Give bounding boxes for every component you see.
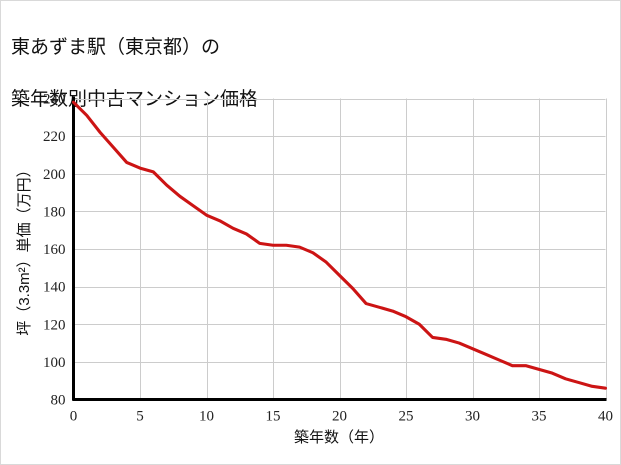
x-tick-label: 10 <box>199 409 214 425</box>
y-tick-label: 240 <box>43 92 66 108</box>
x-axis-title: 築年数（年） <box>294 428 384 446</box>
x-tick-label: 35 <box>532 409 547 425</box>
y-tick-label: 120 <box>43 317 66 333</box>
y-tick-label: 200 <box>43 167 66 183</box>
y-tick-label: 140 <box>43 280 66 296</box>
x-tick-label: 5 <box>136 409 144 425</box>
x-tick-label: 25 <box>399 409 414 425</box>
y-tick-label: 160 <box>43 242 66 258</box>
x-tick-label: 30 <box>465 409 480 425</box>
x-tick-label: 20 <box>332 409 347 425</box>
y-axis-title: 坪（3.3m²）単価（万円） <box>16 162 33 335</box>
y-tick-label: 180 <box>43 204 66 220</box>
y-tick-label: 220 <box>43 129 66 145</box>
x-tick-label: 0 <box>70 409 78 425</box>
axis-lines <box>72 96 607 401</box>
price-trend-line <box>71 100 608 390</box>
x-tick-label: 40 <box>598 409 613 425</box>
gridlines <box>73 98 607 401</box>
y-tick-label: 80 <box>51 393 66 409</box>
title-line-1: 東あずま駅（東京都）の <box>11 37 221 58</box>
x-axis-tick-labels: 0 5 10 15 20 25 30 35 40 <box>70 409 613 425</box>
y-tick-label: 100 <box>43 355 66 371</box>
x-tick-label: 15 <box>266 409 281 425</box>
y-axis-tick-labels: 80 100 120 140 160 180 200 220 240 <box>43 92 66 409</box>
